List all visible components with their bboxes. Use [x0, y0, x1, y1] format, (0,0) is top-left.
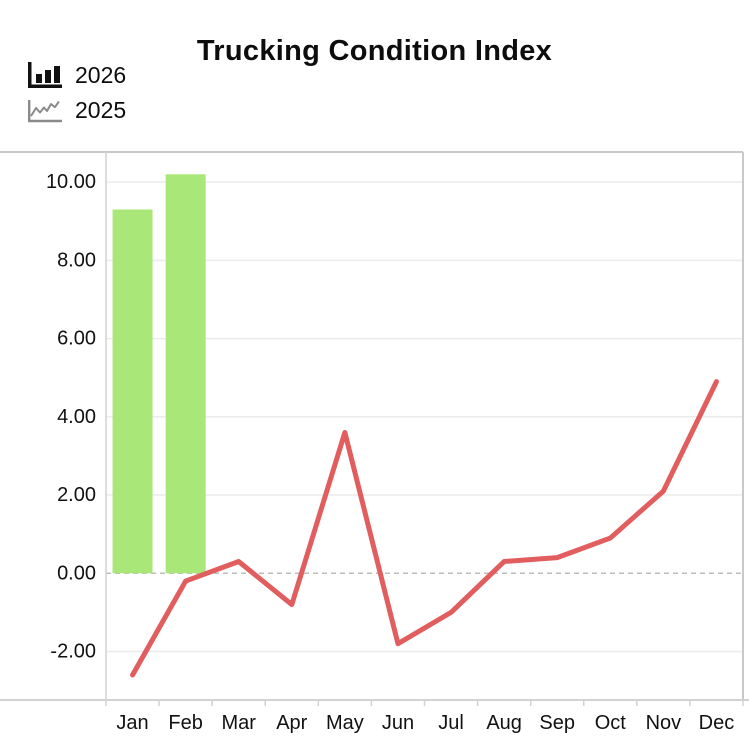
- y-axis-tick-label: 8.00: [57, 249, 96, 271]
- x-axis-tick-label: Nov: [646, 712, 682, 734]
- legend-item-2025: 2025: [28, 97, 126, 123]
- x-axis-tick-label: Jul: [438, 712, 464, 734]
- y-axis-tick-label: 4.00: [57, 406, 96, 428]
- bar-chart-icon: [28, 62, 62, 88]
- line-chart-icon: [28, 99, 62, 122]
- legend-label-2025: 2025: [75, 97, 127, 123]
- bar-2026-feb: [165, 174, 206, 574]
- legend-label-2026: 2026: [75, 62, 127, 88]
- x-axis-tick-label: Jun: [382, 712, 414, 734]
- x-axis-tick-label: Dec: [699, 712, 735, 734]
- y-axis-tick-label: 10.00: [46, 171, 96, 193]
- legend-item-2026: 2026: [28, 62, 126, 88]
- chart-title: Trucking Condition Index: [196, 35, 553, 67]
- legend: 2026 2025: [28, 62, 126, 123]
- x-axis-tick-label: Feb: [168, 712, 202, 734]
- y-axis-tick-label: 6.00: [57, 328, 96, 350]
- y-axis-tick-label: 2.00: [57, 484, 96, 506]
- x-axis-tick-label: Sep: [539, 712, 575, 734]
- x-axis-tick-label: Oct: [595, 712, 627, 734]
- bar-2026-jan: [112, 209, 153, 574]
- y-axis-tick-label: -2.00: [50, 640, 96, 662]
- x-axis-tick-label: Jan: [116, 712, 148, 734]
- x-axis-tick-label: Mar: [221, 712, 256, 734]
- y-axis-tick-label: 0.00: [57, 562, 96, 584]
- x-axis-tick-label: May: [326, 712, 364, 734]
- line-series-2025: [130, 379, 719, 678]
- x-axis-tick-label: Aug: [486, 712, 522, 734]
- x-axis-tick-label: Apr: [276, 712, 307, 734]
